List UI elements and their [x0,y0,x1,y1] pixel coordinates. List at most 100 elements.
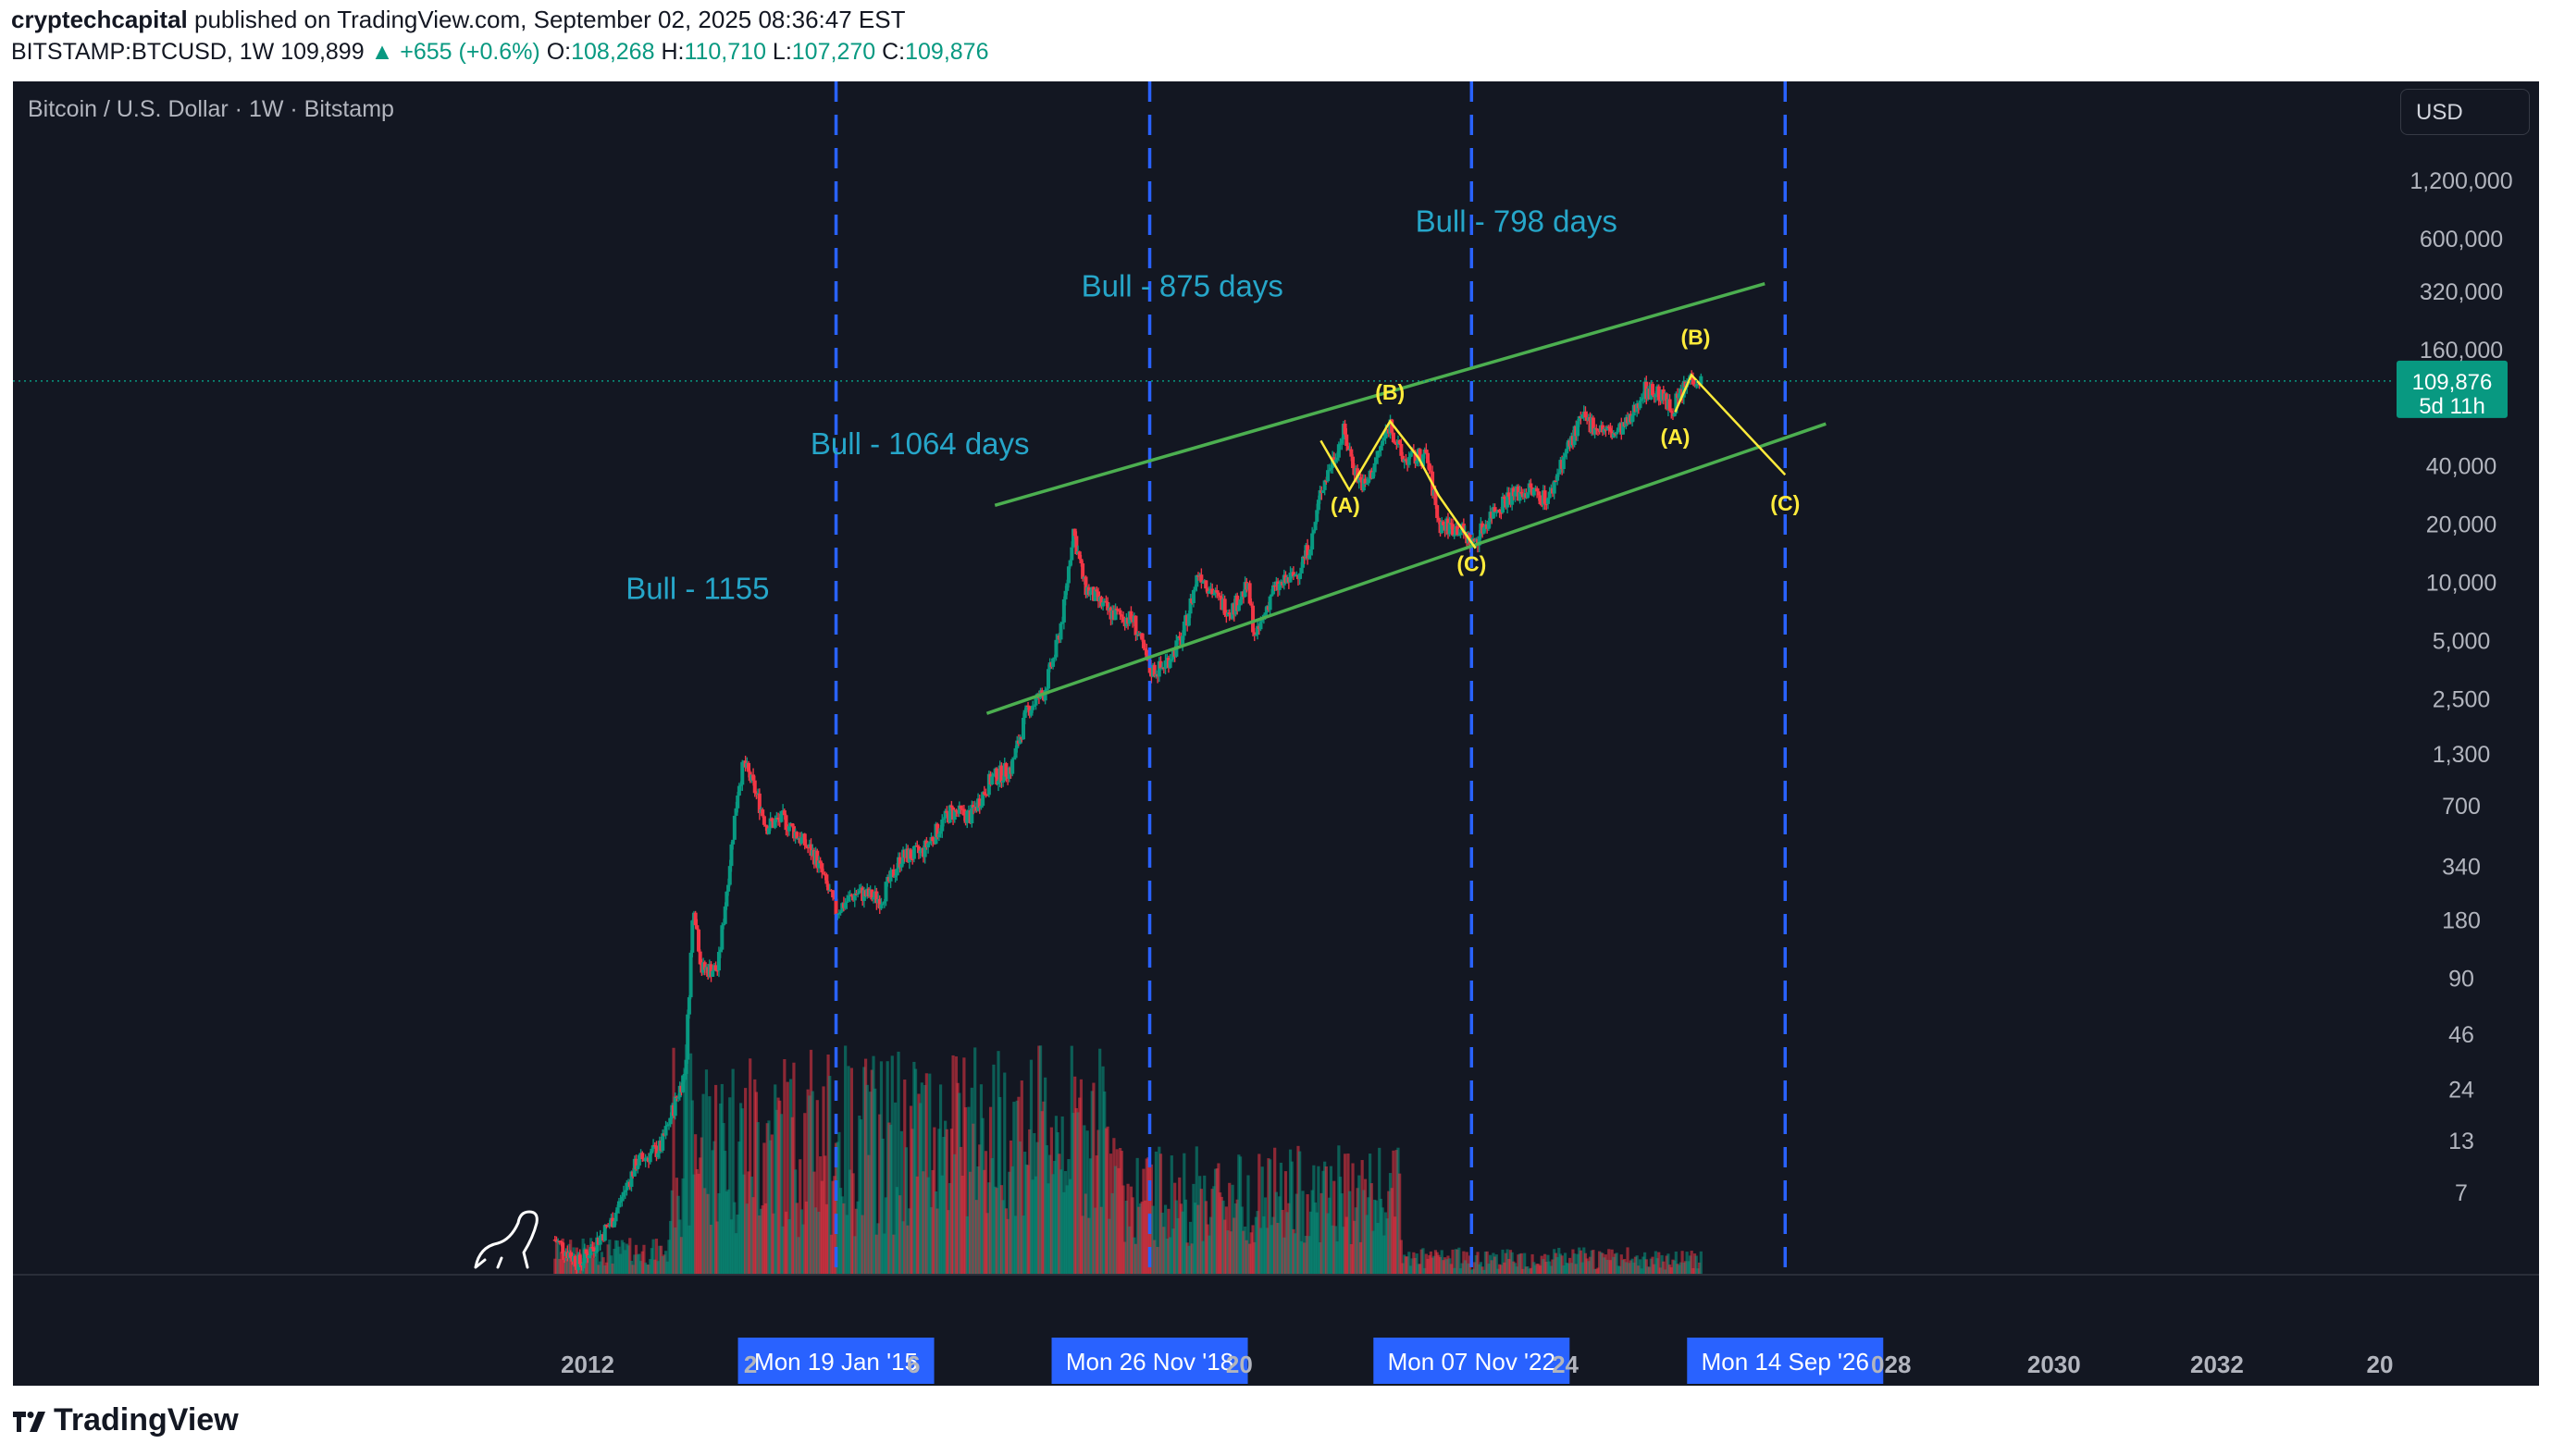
candle-body [949,805,954,808]
candle-body [1365,483,1369,485]
volume-bar [1460,1263,1464,1275]
volume-bar [1273,1147,1277,1275]
currency-button[interactable]: USD [2400,89,2530,135]
candle-body [776,817,781,820]
candle-body [1576,421,1580,437]
volume-bar [1676,1264,1679,1275]
candle-body [806,846,811,849]
y-tick-label: 180 [2442,907,2481,933]
volume-bar [1624,1262,1628,1275]
volume-bar [1069,1178,1072,1275]
volume-bar [1165,1239,1169,1275]
volume-bar [1504,1252,1508,1275]
volume-bar [1623,1259,1627,1275]
volume-bar [1601,1252,1604,1275]
wave-label: (C) [1456,552,1486,576]
candle-body [1343,424,1347,435]
volume-bar [1604,1254,1607,1275]
candle-body [1011,758,1016,759]
wave-path [1319,419,1477,549]
volume-bar [601,1257,605,1275]
volume-bar [778,1100,782,1275]
volume-bar [978,1144,982,1275]
candle-body [623,1190,627,1192]
volume-bar [594,1246,598,1275]
candle-body [1608,427,1613,432]
volume-bar [1331,1225,1334,1275]
candle-body [629,1171,634,1188]
y-tick-label: 10,000 [2426,571,2496,597]
candle-body [1327,469,1332,472]
volume-bar [1674,1251,1678,1275]
volume-bar [901,1221,905,1275]
volume-bar [953,1154,957,1275]
volume-bar [1360,1160,1364,1275]
volume-bar [960,1175,964,1275]
volume-bar [563,1260,566,1275]
volume-bar [1557,1247,1561,1275]
channel-lines [985,282,1827,715]
candle-body [1022,709,1027,719]
candle-body [716,952,721,971]
volume-bar [904,1147,909,1275]
candle-body [1316,500,1320,511]
volume-bar [1483,1252,1488,1275]
candle-body [961,808,966,816]
date-marker-box [1687,1338,1884,1384]
volume-bar [881,1138,885,1275]
volume-bar [1590,1250,1593,1275]
candle-body [879,904,884,909]
candle-body [1583,411,1588,418]
volume-bar [653,1259,657,1275]
volume-bar [1376,1223,1380,1275]
candle-body [1222,598,1227,615]
volume-bar [1633,1256,1638,1275]
candle-body [654,1145,659,1157]
volume-bar [872,1055,875,1275]
volume-bar [976,1166,980,1275]
volume-bar [1381,1207,1384,1275]
volume-bar [1063,1170,1068,1275]
volume-bar [1133,1237,1136,1275]
x-tick-label: 2032 [2190,1351,2244,1378]
volume-bar [1304,1235,1308,1275]
volume-bar [1313,1202,1318,1275]
symbol-label: BITSTAMP:BTCUSD, 1W [11,39,275,65]
wave-label: (C) [1770,491,1800,515]
volume-bar [1204,1201,1208,1275]
candle-body [1615,431,1619,435]
volume-bar [874,1234,878,1275]
volume-bar [558,1258,562,1275]
y-tick-label: 340 [2442,855,2481,881]
volume-bar [1479,1262,1483,1275]
publisher-name[interactable]: cryptechcapital [11,6,188,33]
y-tick-label: 90 [2448,966,2474,992]
candle-body [1499,512,1504,514]
volume-bar [972,1123,975,1275]
volume-bar [1463,1260,1468,1275]
volume-bar [1144,1200,1147,1275]
volume-bar [684,1044,688,1275]
volume-bar [878,1114,882,1275]
volume-bar [859,1119,863,1275]
volume-bar [1567,1257,1572,1275]
volume-bar [1270,1225,1273,1275]
candle-body [1199,574,1204,583]
volume-bar [1048,1154,1052,1275]
volume-bar [774,1109,778,1275]
candle-body [697,929,701,952]
volume-bar [1006,1218,1010,1275]
volume-bar [700,1137,703,1275]
candle-body [787,826,791,832]
date-marker-box [737,1338,935,1384]
candle-body [1372,463,1377,473]
volume-bar [1354,1207,1358,1275]
volume-bar [887,1122,891,1275]
volume-bar [1208,1216,1213,1275]
tradingview-logo[interactable]: TradingView [13,1402,239,1438]
volume-bar [654,1239,659,1275]
volume-bar [1473,1262,1477,1275]
volume-bar [1428,1254,1431,1275]
volume-bar [1573,1253,1577,1275]
